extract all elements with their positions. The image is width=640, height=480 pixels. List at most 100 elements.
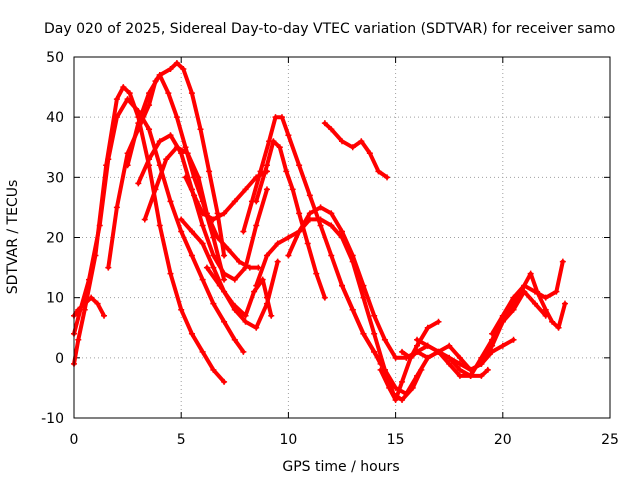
data-point <box>499 312 506 319</box>
data-point <box>182 174 189 181</box>
data-point <box>289 186 296 193</box>
data-point <box>375 168 382 175</box>
data-point <box>555 324 562 331</box>
data-point <box>199 276 206 283</box>
data-point <box>339 282 345 289</box>
data-point <box>349 144 356 151</box>
data-point <box>414 342 421 349</box>
series-arc-13 <box>254 217 424 402</box>
data-point <box>446 354 453 361</box>
data-point <box>124 162 131 169</box>
data-point <box>424 324 431 331</box>
data-point <box>173 60 180 67</box>
data-point <box>328 252 335 259</box>
x-tick-label: 10 <box>279 432 297 448</box>
data-point <box>135 180 142 187</box>
data-point <box>195 174 202 181</box>
x-tick-label: 5 <box>177 432 186 448</box>
data-point <box>534 288 541 295</box>
data-point <box>253 198 260 205</box>
data-point <box>371 330 378 337</box>
data-point <box>414 372 421 379</box>
y-tick-label: 50 <box>46 50 64 66</box>
data-point <box>146 126 153 133</box>
data-point <box>561 300 568 307</box>
data-point <box>306 210 313 217</box>
data-point <box>278 114 285 121</box>
data-point <box>199 240 206 247</box>
data-point <box>456 360 463 367</box>
data-point <box>221 318 228 325</box>
plot-frame <box>73 56 611 419</box>
data-point <box>156 222 163 229</box>
data-point <box>77 306 84 313</box>
data-point <box>242 318 249 325</box>
data-point <box>210 264 217 271</box>
data-point <box>221 210 228 217</box>
data-point <box>242 186 249 193</box>
data-point <box>156 162 163 169</box>
data-point <box>94 300 101 307</box>
data-point <box>231 198 238 205</box>
data-point <box>105 264 112 271</box>
data-point <box>135 120 142 127</box>
data-point <box>435 348 442 355</box>
data-point <box>75 336 82 343</box>
data-point <box>120 84 127 91</box>
data-point <box>360 294 367 301</box>
data-point <box>101 312 108 319</box>
data-point <box>188 330 195 337</box>
data-point <box>321 294 328 301</box>
data-point <box>339 228 345 235</box>
data-point <box>392 396 399 403</box>
data-point <box>399 396 406 403</box>
data-point <box>167 66 174 73</box>
x-tick-label: 0 <box>70 432 79 448</box>
data-point <box>285 132 292 139</box>
data-point <box>456 372 463 379</box>
series-arc-5 <box>125 61 227 258</box>
data-point <box>285 252 292 259</box>
data-point <box>188 228 195 235</box>
data-point <box>152 186 159 193</box>
series-arc-8 <box>179 217 280 330</box>
data-point <box>178 306 185 313</box>
data-point <box>180 66 187 73</box>
data-point <box>381 336 388 343</box>
data-point <box>231 276 238 283</box>
data-point <box>231 336 238 343</box>
data-point <box>559 258 566 265</box>
data-point <box>349 252 356 259</box>
data-point <box>317 222 324 229</box>
y-tick-label: 40 <box>46 110 64 126</box>
y-tick-label: 0 <box>55 351 64 367</box>
chart-title: Day 020 of 2025, Sidereal Day-to-day VTE… <box>44 21 615 37</box>
y-tick-label: 20 <box>46 231 64 247</box>
data-point <box>549 318 556 325</box>
data-point <box>328 210 335 217</box>
data-point <box>251 288 258 295</box>
data-point <box>214 234 221 241</box>
data-point <box>105 156 112 163</box>
data-point <box>283 168 290 175</box>
data-point <box>542 306 549 313</box>
data-point <box>371 348 378 355</box>
data-point <box>156 138 163 145</box>
data-point <box>199 210 206 217</box>
data-series <box>71 60 568 403</box>
x-tick-label: 25 <box>601 432 619 448</box>
data-point <box>296 210 303 217</box>
data-point <box>510 294 517 301</box>
data-point <box>268 312 275 319</box>
data-point <box>167 132 174 139</box>
data-point <box>242 312 249 319</box>
data-point <box>178 228 185 235</box>
data-point <box>304 240 311 247</box>
series-arc-17 <box>378 319 441 402</box>
data-point <box>349 306 356 313</box>
data-point <box>253 282 260 289</box>
data-point <box>272 114 279 121</box>
data-point <box>124 96 131 103</box>
data-point <box>553 288 560 295</box>
